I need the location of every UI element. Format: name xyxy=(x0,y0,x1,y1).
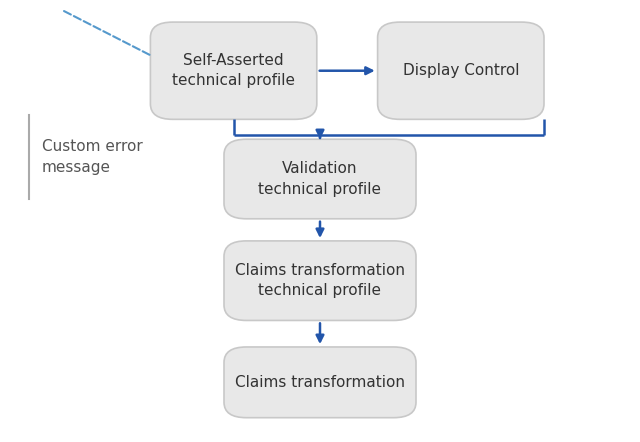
FancyBboxPatch shape xyxy=(224,347,416,418)
Text: Validation
technical profile: Validation technical profile xyxy=(259,161,381,197)
FancyBboxPatch shape xyxy=(224,241,416,320)
FancyBboxPatch shape xyxy=(378,22,544,119)
Text: Claims transformation
technical profile: Claims transformation technical profile xyxy=(235,263,405,298)
FancyBboxPatch shape xyxy=(150,22,317,119)
Text: Claims transformation: Claims transformation xyxy=(235,375,405,390)
Text: Display Control: Display Control xyxy=(403,63,519,78)
Text: Self-Asserted
technical profile: Self-Asserted technical profile xyxy=(172,53,295,88)
FancyBboxPatch shape xyxy=(224,139,416,219)
Text: Custom error
message: Custom error message xyxy=(42,139,142,175)
